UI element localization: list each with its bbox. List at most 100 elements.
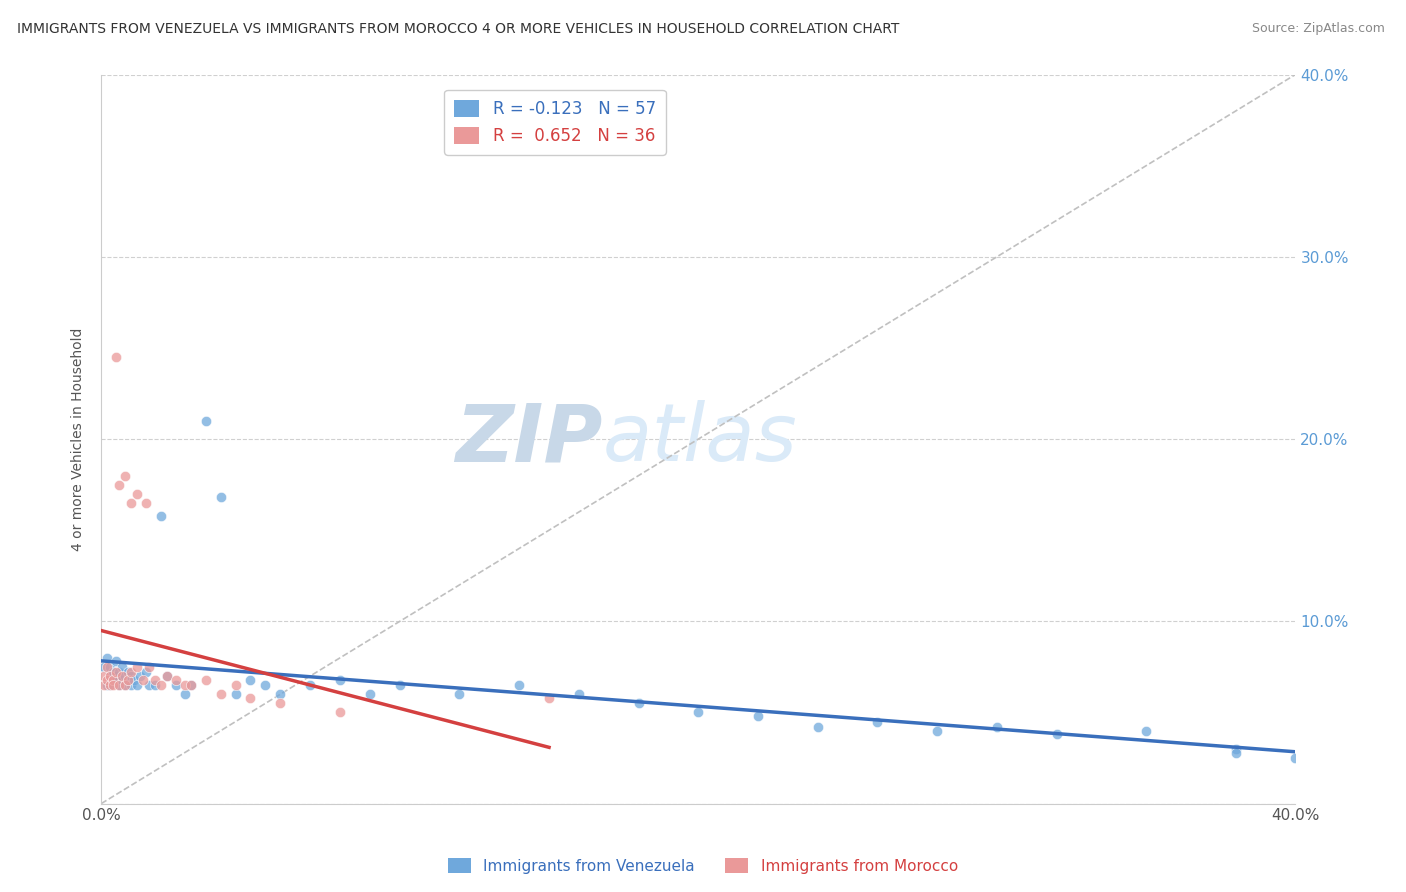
Point [538, 690, 561, 705]
Point [986, 720, 1008, 734]
Point [111, 669, 134, 683]
Point [143, 678, 166, 692]
Point [114, 669, 136, 683]
Point [225, 687, 247, 701]
Point [117, 673, 139, 687]
Point [125, 487, 148, 501]
Point [114, 678, 136, 692]
Point [120, 496, 142, 510]
Legend: R = -0.123   N = 57, R =  0.652   N = 36: R = -0.123 N = 57, R = 0.652 N = 36 [444, 90, 666, 155]
Text: ZIP: ZIP [456, 401, 603, 478]
Point [98, 669, 121, 683]
Point [96, 650, 118, 665]
Point [388, 678, 411, 692]
Text: Source: ZipAtlas.com: Source: ZipAtlas.com [1251, 22, 1385, 36]
Point [1135, 723, 1157, 738]
Point [96, 660, 118, 674]
Text: atlas: atlas [603, 401, 797, 478]
Point [138, 678, 160, 692]
Point [132, 673, 155, 687]
Point [120, 678, 142, 692]
Point [1225, 742, 1247, 756]
Point [165, 678, 187, 692]
Point [111, 673, 134, 687]
Point [101, 678, 124, 692]
Point [299, 678, 322, 692]
Point [747, 709, 769, 723]
Point [93, 678, 115, 692]
Point [114, 468, 136, 483]
Point [105, 669, 128, 683]
Point [688, 706, 710, 720]
Point [135, 496, 157, 510]
Point [108, 477, 131, 491]
Point [117, 665, 139, 680]
Point [156, 669, 179, 683]
Point [143, 673, 166, 687]
Point [114, 678, 136, 692]
Point [173, 678, 195, 692]
Point [627, 697, 650, 711]
Point [194, 414, 217, 428]
Point [101, 673, 124, 687]
Point [125, 660, 148, 674]
Point [1046, 727, 1069, 741]
Point [98, 678, 121, 692]
Point [96, 678, 118, 692]
Point [129, 669, 152, 683]
Point [1225, 746, 1247, 760]
Point [108, 678, 131, 692]
Point [329, 706, 352, 720]
Point [138, 660, 160, 674]
Point [98, 669, 121, 683]
Point [239, 690, 262, 705]
Point [120, 669, 142, 683]
Point [93, 669, 115, 683]
Point [149, 508, 172, 523]
Point [111, 660, 134, 674]
Point [269, 687, 291, 701]
Point [101, 673, 124, 687]
Point [108, 665, 131, 680]
Point [225, 678, 247, 692]
Point [254, 678, 277, 692]
Point [108, 678, 131, 692]
Point [105, 665, 128, 680]
Point [209, 491, 232, 505]
Point [180, 678, 202, 692]
Point [359, 687, 381, 701]
Point [568, 687, 591, 701]
Point [149, 678, 172, 692]
Point [105, 350, 128, 364]
Point [239, 673, 262, 687]
Legend: Immigrants from Venezuela, Immigrants from Morocco: Immigrants from Venezuela, Immigrants fr… [441, 852, 965, 880]
Point [101, 665, 124, 680]
Point [156, 669, 179, 683]
Point [93, 660, 115, 674]
Point [98, 660, 121, 674]
Point [194, 673, 217, 687]
Point [927, 723, 949, 738]
Point [105, 655, 128, 669]
Point [122, 673, 145, 687]
Point [98, 678, 121, 692]
Point [209, 687, 232, 701]
Point [117, 673, 139, 687]
Point [449, 687, 471, 701]
Point [329, 673, 352, 687]
Point [120, 665, 142, 680]
Y-axis label: 4 or more Vehicles in Household: 4 or more Vehicles in Household [72, 327, 86, 550]
Point [173, 687, 195, 701]
Point [508, 678, 530, 692]
Point [807, 720, 830, 734]
Point [135, 665, 157, 680]
Point [105, 673, 128, 687]
Point [866, 714, 889, 729]
Text: IMMIGRANTS FROM VENEZUELA VS IMMIGRANTS FROM MOROCCO 4 OR MORE VEHICLES IN HOUSE: IMMIGRANTS FROM VENEZUELA VS IMMIGRANTS … [17, 22, 900, 37]
Point [165, 673, 187, 687]
Point [96, 673, 118, 687]
Point [125, 678, 148, 692]
Point [1284, 751, 1306, 765]
Point [180, 678, 202, 692]
Point [269, 697, 291, 711]
